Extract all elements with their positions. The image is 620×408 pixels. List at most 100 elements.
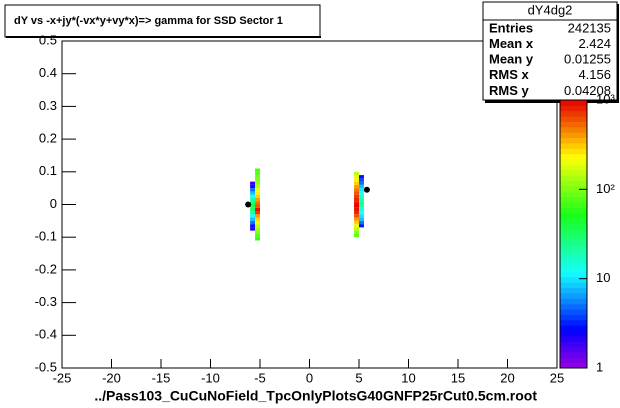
cell [359,207,364,212]
cell [354,201,359,205]
palette-swatch [560,330,587,337]
palette-swatch [560,292,587,299]
cell [354,227,359,231]
cell [359,220,364,225]
cell [250,220,256,225]
cell [354,184,359,189]
palette-swatch [560,116,587,122]
cell [255,188,260,192]
y-tick-label: 0.5 [39,32,57,47]
z-tick-label: 10 [596,270,610,285]
palette-swatch [560,212,587,219]
palette-swatch [560,351,587,358]
cell [354,191,359,195]
palette-swatch [560,250,587,256]
stats-value: 2.424 [578,36,611,51]
palette-swatch [560,126,587,133]
cell [255,224,260,228]
x-tick-label: 10 [401,370,415,385]
palette-swatch [560,191,587,197]
cell [354,224,359,228]
z-tick-label: 10² [596,181,615,196]
x-tick-label: 20 [500,370,514,385]
y-tick-label: -0.1 [35,229,57,244]
palette-swatch [560,319,587,326]
palette-swatch [560,271,587,278]
cell [255,181,260,185]
cell [250,191,256,195]
profile-point [245,201,252,208]
x-tick-label: -10 [201,370,220,385]
cell [255,204,260,208]
y-tick-label: 0.3 [39,98,57,113]
palette-swatch [560,228,587,235]
cell [359,188,364,192]
palette-swatch [560,185,587,192]
palette-swatch [560,346,587,353]
cell [354,194,359,198]
y-tick-label: -0.2 [35,261,57,276]
title-shadow [6,36,321,38]
cell [250,181,256,185]
cell [255,194,260,198]
palette-swatch [560,100,587,106]
cell [359,204,364,208]
stats-label: Mean x [489,36,534,51]
cell [255,201,260,205]
cell [250,188,256,192]
cell [359,201,364,205]
palette-swatch [560,309,587,315]
y-tick-label: 0.2 [39,131,57,146]
cell [359,194,364,198]
cell [359,178,364,182]
cell [354,207,359,212]
palette-swatch [560,175,587,181]
x-tick-label: 15 [451,370,465,385]
cell [354,171,359,176]
cell [250,227,256,231]
x-tick-label: -15 [152,370,171,385]
cell [255,214,260,218]
palette-swatch [560,132,587,139]
cell [354,181,359,185]
x-tick-label: -25 [53,370,72,385]
palette-swatch [560,239,587,246]
cell [359,224,364,228]
y-tick-label: 0.4 [39,65,57,80]
stats-label: Entries [489,20,533,35]
cell [359,211,364,215]
palette-swatch [560,180,587,187]
x-tick-label: -5 [254,370,266,385]
cell [250,194,256,198]
cell [255,211,260,215]
palette-swatch [560,282,587,289]
stats-value: 242135 [568,20,611,35]
stats-value: 0.01255 [564,52,611,67]
cell [359,175,364,179]
palette-swatch [560,169,587,176]
stats-label: Mean y [489,52,534,67]
cell [255,191,260,195]
palette-swatch [560,223,587,230]
palette-swatch [560,341,587,348]
cell [359,191,364,195]
x-tick-label: 5 [355,370,362,385]
palette-swatch [560,105,587,112]
cell [255,227,260,231]
cell [354,230,359,234]
cell [354,217,359,221]
y-tick-label: 0.1 [39,163,57,178]
x-tick-label: 25 [550,370,564,385]
stats-value: 0.04208 [564,83,611,98]
cell [250,207,256,212]
chart-title: dY vs -x+jy*(-vx*y+vy*x)=> gamma for SSD… [14,15,283,27]
plot-area [245,168,370,241]
cell [255,237,260,241]
cell [354,175,359,179]
palette-swatch [560,298,587,305]
palette-swatch [560,260,587,267]
z-tick-label: 1 [596,359,603,374]
palette-swatch [560,335,587,342]
cell [359,184,364,189]
